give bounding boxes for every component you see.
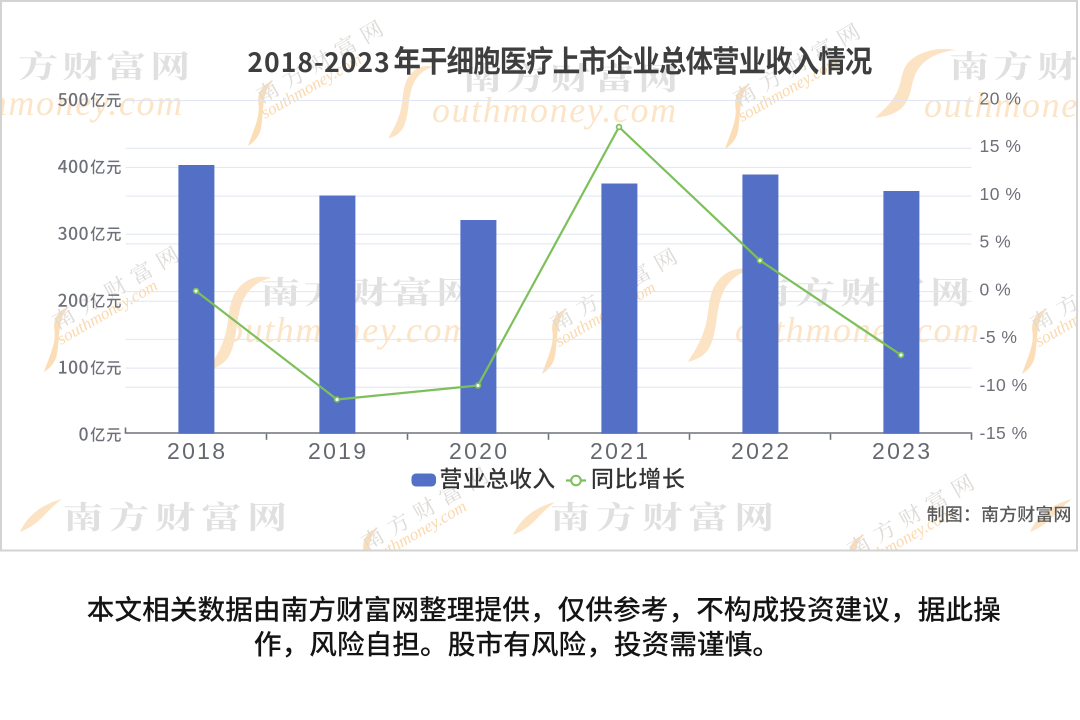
svg-text:outhmoney.com: outhmoney.com	[0, 83, 184, 123]
svg-text:2020: 2020	[449, 438, 509, 464]
svg-text:5 %: 5 %	[980, 232, 1012, 252]
svg-text:-10 %: -10 %	[980, 375, 1028, 395]
svg-text:20 %: 20 %	[980, 88, 1022, 108]
svg-text:0 %: 0 %	[980, 279, 1012, 299]
svg-text:2021: 2021	[590, 438, 650, 464]
svg-text:10 %: 10 %	[980, 184, 1022, 204]
svg-text:2018: 2018	[167, 438, 227, 464]
svg-text:outhmoney.com: outhmoney.com	[499, 546, 745, 586]
svg-text:-15 %: -15 %	[980, 423, 1028, 443]
svg-text:outhmoney.com: outhmoney.com	[0, 546, 211, 586]
svg-text:2019: 2019	[308, 438, 368, 464]
svg-text:2023: 2023	[872, 438, 932, 464]
svg-text:-5 %: -5 %	[980, 327, 1018, 347]
svg-text:outhmoney.com: outhmoney.com	[924, 85, 1080, 125]
svg-text:outhmoney.com: outhmoney.com	[432, 90, 678, 130]
svg-text:2022: 2022	[731, 438, 791, 464]
svg-text:15 %: 15 %	[980, 136, 1022, 156]
